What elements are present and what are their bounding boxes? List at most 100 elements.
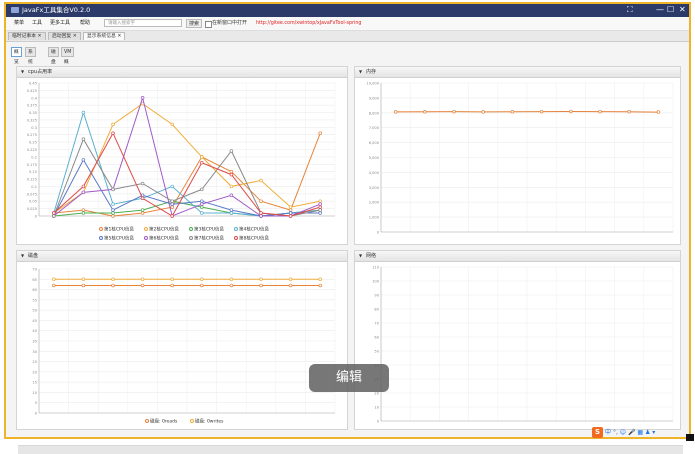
cpu-panel-header[interactable]: ▼ cpu占用率 — [17, 67, 347, 78]
disk-data-point — [111, 277, 115, 282]
ime-corner — [686, 434, 694, 441]
cpu-data-point — [81, 158, 86, 162]
disk-data-point — [200, 283, 204, 288]
y-tick-label: 0.35 — [29, 111, 37, 115]
collapse-arrow-icon: ▼ — [21, 69, 25, 74]
memory-data-point — [569, 109, 573, 114]
network-chart: 0102030405060708090100110 — [372, 266, 674, 424]
subtab-overview[interactable]: 概览 — [11, 47, 22, 65]
cpu-data-point — [140, 208, 145, 212]
subtab-system[interactable]: 系统信息 — [25, 47, 36, 85]
legend-dot-icon — [234, 227, 238, 231]
cpu-data-point — [81, 211, 86, 215]
legend-label: 第5核CPU信息 — [104, 236, 135, 242]
new-window-checkbox[interactable] — [205, 21, 212, 28]
cpu-data-point — [140, 211, 145, 215]
cpu-data-point — [259, 199, 263, 203]
subtab-disk[interactable]: 磁盘 — [48, 47, 59, 65]
project-link[interactable]: http://gitee.com/xwintop/xJavaFxTool-spr… — [256, 21, 362, 26]
disk-data-point — [229, 283, 234, 288]
legend-label: 第3核CPU信息 — [194, 227, 225, 233]
y-tick-label: 25 — [32, 360, 37, 364]
disk-data-point — [318, 277, 322, 282]
legend-label: 第2核CPU信息 — [149, 227, 180, 233]
close-button[interactable]: ✕ — [679, 5, 686, 14]
disk-panel-header[interactable]: ▼ 磁盘 — [17, 251, 347, 262]
y-tick-label: 65 — [32, 278, 37, 282]
edit-button[interactable]: 编辑 — [309, 364, 389, 392]
cpu-data-point — [170, 184, 174, 189]
cpu-data-point — [170, 199, 174, 203]
legend-item: 第8核CPU信息 — [234, 236, 269, 243]
fullscreen-button[interactable]: ⛶ — [627, 5, 633, 14]
y-tick-label: 0.2 — [31, 155, 37, 159]
y-tick-label: 70 — [374, 322, 379, 326]
network-panel-header[interactable]: ▼ 网络 — [355, 251, 680, 262]
panel-title: 网络 — [366, 253, 377, 259]
y-tick-label: 10,000 — [366, 82, 379, 86]
menu-tools[interactable]: 工具 — [32, 20, 43, 26]
cpu-data-point — [81, 208, 86, 212]
tab-notepad[interactable]: 临时记事本 ✕ — [8, 32, 46, 40]
cpu-data-point — [318, 205, 322, 209]
y-tick-label: 9,000 — [369, 96, 380, 100]
y-tick-label: 0.05 — [29, 200, 37, 204]
memory-panel-header[interactable]: ▼ 内存 — [355, 67, 680, 78]
disk-data-point — [52, 283, 56, 288]
menu-main[interactable]: 菜单 — [14, 20, 25, 26]
y-tick-label: 2,000 — [369, 201, 380, 205]
disk-panel: ▼ 磁盘 0 5 10 15 20 25 30 35 40 45 50 55 60 65 70 磁盘: 0r… — [16, 250, 348, 430]
legend-label: 第7核CPU信息 — [194, 236, 225, 242]
cpu-data-point — [140, 181, 145, 186]
cpu-data-point — [200, 155, 204, 159]
memory-panel: ▼ 内存 0 1,000 2,000 3,000 4,000 5,000 6,000 7,00… — [354, 66, 681, 245]
cpu-data-point — [170, 214, 174, 218]
disk-data-point — [288, 283, 293, 288]
legend-label: 磁盘: 0reads — [150, 419, 178, 425]
y-tick-label: 0 — [377, 420, 380, 424]
disk-data-point — [170, 277, 174, 282]
y-tick-label: 60 — [32, 288, 37, 292]
cpu-data-point — [170, 205, 174, 209]
cpu-data-point — [318, 202, 322, 206]
cpu-data-point — [229, 211, 234, 215]
y-tick-label: 35 — [32, 340, 37, 344]
cpu-data-point — [111, 122, 115, 127]
tab-label: 启动回复 — [52, 34, 72, 39]
subtab-vm[interactable]: VM概要 — [61, 47, 75, 75]
minimize-button[interactable]: — — [656, 5, 664, 14]
menu-more-tools[interactable]: 更多工具 — [50, 20, 71, 26]
memory-data-point — [656, 110, 661, 114]
ime-language-label: 中 — [605, 429, 612, 436]
microphone-icon: 🎤 — [627, 429, 636, 436]
search-input[interactable]: 请输入搜索字 — [104, 19, 182, 27]
disk-data-point — [52, 277, 56, 282]
cpu-data-point — [81, 137, 86, 141]
cpu-data-point — [111, 208, 115, 212]
maximize-button[interactable]: ☐ — [667, 5, 675, 14]
search-button[interactable]: 搜索 — [186, 19, 202, 28]
network-panel: ▼ 网络 0102030405060708090100110 — [354, 250, 681, 430]
y-tick-label: 4,000 — [369, 171, 380, 175]
cpu-data-point — [229, 149, 234, 153]
tab-system-info[interactable]: 显示系统信息 ✕ — [83, 32, 126, 40]
punctuation-icon: °, — [612, 429, 618, 436]
app-logo-icon — [11, 7, 19, 13]
cpu-data-point — [111, 211, 115, 215]
title-bar: JavaFx工具集合V0.2.0 ⛶ — ☐ ✕ — [6, 4, 689, 17]
y-tick-label: 90 — [374, 294, 379, 298]
tab-startup[interactable]: 启动回复 ✕ — [48, 32, 81, 40]
menu-help[interactable]: 帮助 — [80, 20, 91, 26]
disk-data-point — [111, 283, 115, 288]
cpu-data-point — [200, 211, 204, 215]
disk-data-point — [81, 277, 86, 282]
y-tick-label: 10 — [374, 406, 379, 410]
tab-label: 临时记事本 — [12, 34, 36, 39]
cpu-data-point — [288, 211, 293, 215]
legend-label: 第6核CPU信息 — [149, 236, 180, 242]
cpu-data-point — [318, 199, 322, 203]
y-tick-label: 6,000 — [369, 141, 380, 145]
legend-dot-icon — [99, 236, 103, 240]
memory-data-point — [539, 109, 544, 114]
